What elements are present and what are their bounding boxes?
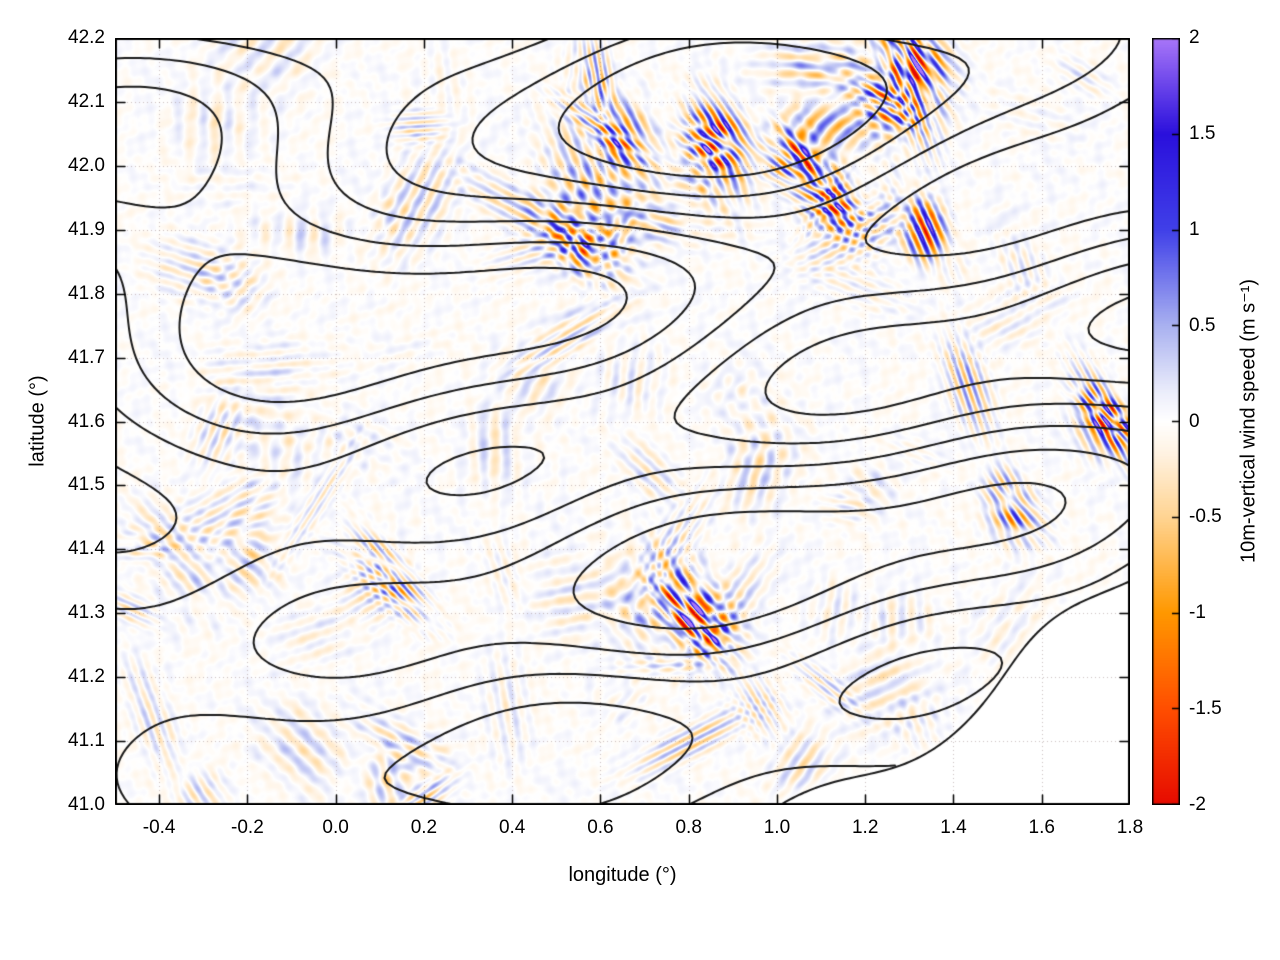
x-tick-label: 1.6	[1028, 817, 1055, 838]
colorbar-tick-label: -0.5	[1189, 506, 1222, 528]
x-tick-label: 1.2	[851, 817, 879, 838]
colorbar-tick-label: 2	[1189, 27, 1200, 48]
y-tick-label: 41.7	[68, 346, 105, 368]
colorbar-tick-label: 0.5	[1189, 314, 1216, 336]
x-tick-label: -0.2	[231, 817, 264, 838]
x-tick-label: 0.8	[675, 817, 702, 838]
y-tick-label: 41.5	[68, 474, 105, 496]
colorbar-label: 10m-vertical wind speed (m s⁻¹)	[1237, 279, 1260, 563]
colorbar-tick-label: 1.5	[1189, 122, 1216, 144]
x-tick-label: 0.4	[498, 817, 526, 838]
y-tick-label: 42.0	[68, 154, 105, 176]
x-axis-label: longitude (°)	[568, 864, 677, 886]
colorbar-tick-label: -2	[1189, 794, 1206, 815]
x-tick-label: 1.0	[763, 817, 791, 838]
x-tick-label: 1.8	[1116, 817, 1144, 838]
y-tick-label: 41.9	[68, 218, 105, 240]
x-tick-label: 0.0	[322, 817, 349, 838]
y-tick-label: 41.8	[68, 282, 105, 304]
y-tick-label: 42.2	[68, 27, 105, 48]
colorbar-tick-label: 0	[1189, 410, 1200, 432]
y-tick-label: 41.3	[68, 602, 105, 624]
colorbar-tick-label: -1	[1189, 602, 1206, 624]
x-tick-label: 0.2	[410, 817, 438, 838]
colorbar-tick-label: -1.5	[1189, 698, 1222, 720]
y-tick-label: 41.0	[68, 794, 105, 815]
x-tick-label: 0.6	[587, 817, 614, 838]
y-tick-label: 41.2	[68, 666, 105, 688]
heatmap-canvas	[115, 38, 1130, 805]
x-tick-label: -0.4	[142, 817, 176, 838]
y-tick-label: 41.6	[68, 410, 105, 432]
y-tick-label: 42.1	[68, 90, 105, 112]
colorbar-tick-label: 1	[1189, 218, 1200, 240]
y-axis-label: latitude (°)	[26, 375, 49, 467]
y-tick-label: 41.1	[68, 730, 105, 752]
y-tick-label: 41.4	[68, 538, 105, 560]
x-tick-label: 1.4	[940, 817, 967, 838]
colorbar	[1152, 38, 1180, 805]
